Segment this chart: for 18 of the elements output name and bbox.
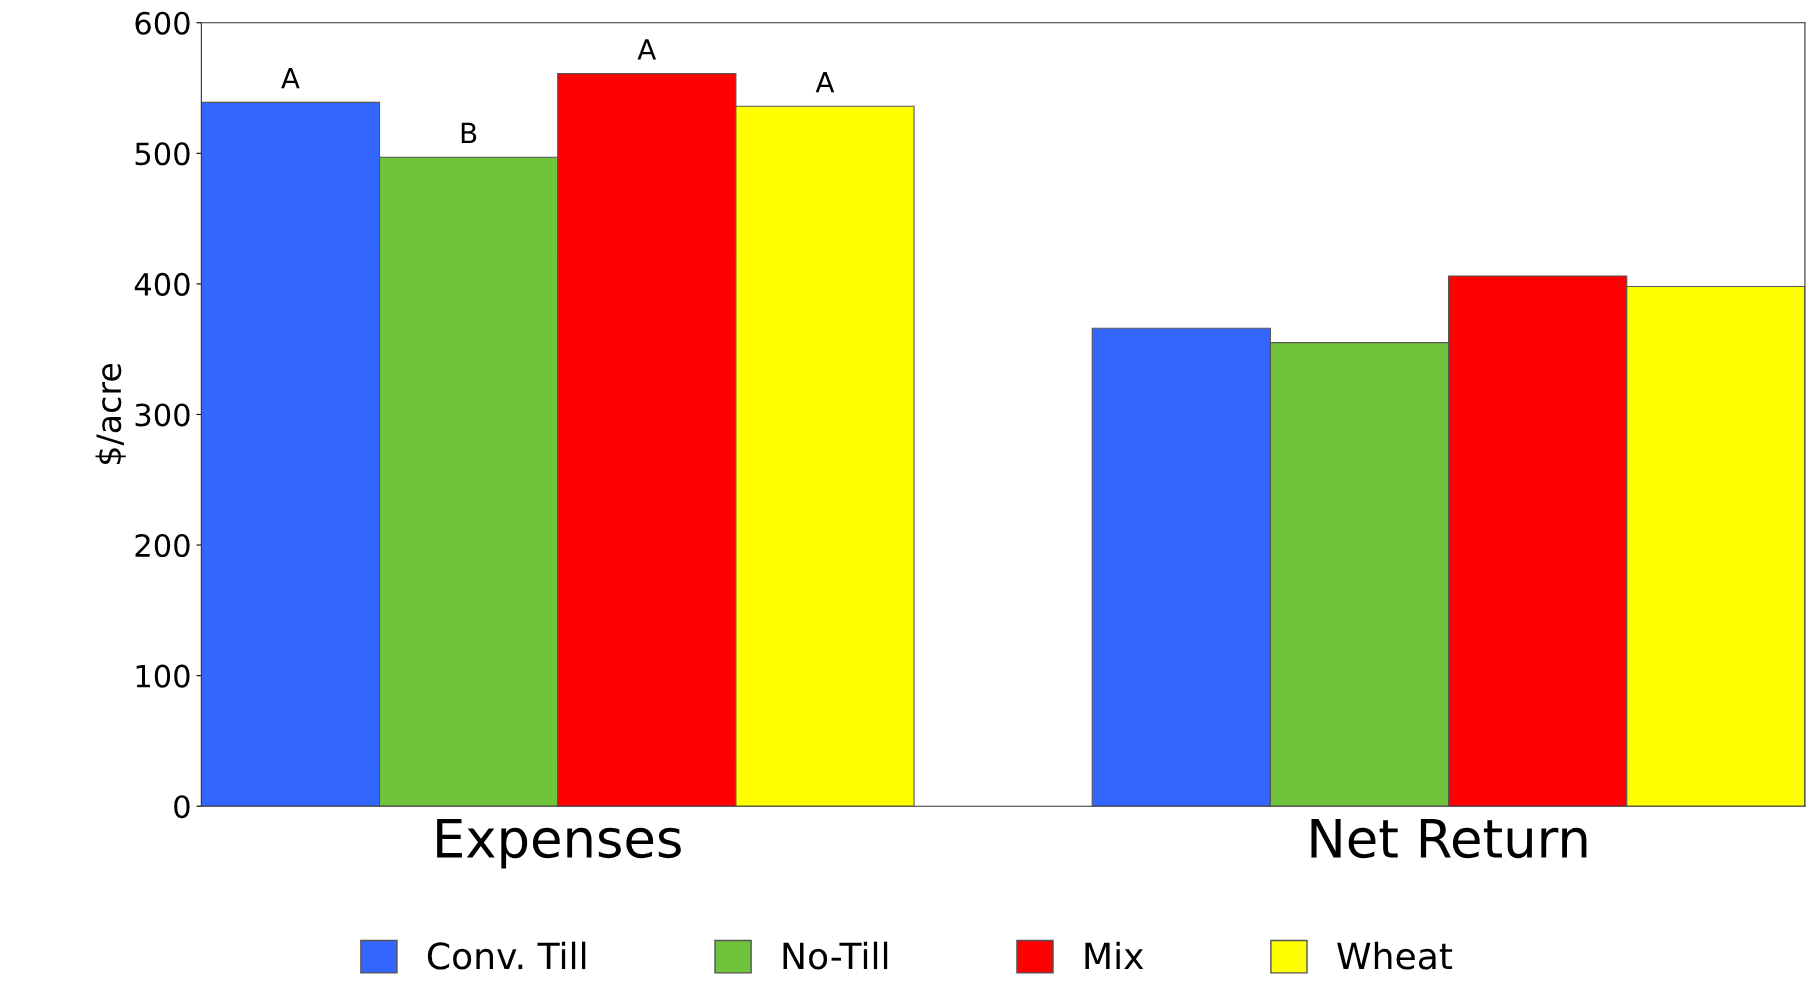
y-tick-label: 100 bbox=[136, 664, 190, 688]
y-tick-label: 300 bbox=[135, 403, 190, 427]
data-label: B bbox=[461, 122, 477, 144]
legend-label: Conv. Till bbox=[427, 941, 586, 970]
x-tick-label: Expenses bbox=[437, 818, 681, 869]
data-label: A bbox=[815, 71, 835, 93]
legend-label: No-Till bbox=[783, 941, 888, 970]
legend-label: Mix bbox=[1085, 941, 1144, 970]
y-tick-label: 0 bbox=[174, 795, 190, 819]
y-axis-title: $/acre bbox=[95, 363, 126, 465]
data-label: A bbox=[281, 68, 300, 89]
data-label: A bbox=[637, 39, 657, 60]
y-tick-label: 600 bbox=[135, 11, 190, 35]
legend-label: Wheat bbox=[1337, 941, 1453, 970]
x-tick-label: Net Return bbox=[1311, 818, 1587, 859]
y-tick-label: 400 bbox=[134, 272, 190, 296]
y-tick-label: 500 bbox=[135, 142, 190, 166]
y-tick-label: 200 bbox=[135, 533, 190, 558]
